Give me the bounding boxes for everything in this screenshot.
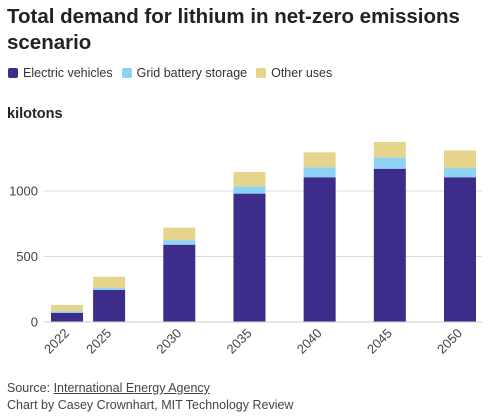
y-axis-unit-label: kilotons: [7, 106, 63, 122]
y-tick-label-500: 500: [16, 249, 38, 264]
chart-title: Total demand for lithium in net-zero emi…: [7, 5, 460, 54]
chart-credit: Chart by Casey Crownhart, MIT Technology…: [7, 398, 294, 412]
legend-label-electric-vehicles: Electric vehicles: [23, 66, 113, 80]
bar-other-uses-2050: [444, 150, 476, 169]
bar-grid-battery-storage-2050: [444, 168, 476, 178]
x-tick-label-2050: 2050: [434, 326, 465, 357]
legend-label-grid-battery-storage: Grid battery storage: [136, 66, 248, 80]
bar-electric-vehicles-2040: [303, 177, 336, 322]
bar-other-uses-2025: [93, 276, 126, 288]
legend-item-grid-battery-storage: Grid battery storage: [121, 66, 248, 80]
bar-electric-vehicles-2050: [444, 177, 476, 322]
bar-other-uses-2035: [233, 172, 266, 187]
source-line: Source: International Energy Agency: [7, 380, 210, 397]
legend-label-other-uses: Other uses: [271, 66, 333, 80]
x-tick-label-2040: 2040: [294, 326, 325, 357]
bar-electric-vehicles-2045: [373, 168, 406, 322]
bar-electric-vehicles-2025: [93, 289, 126, 322]
legend-swatch-grid-battery-storage: [121, 68, 132, 78]
y-tick-label-1000: 1000: [9, 184, 38, 199]
bar-grid-battery-storage-2025: [93, 287, 126, 290]
y-tick-label-0: 0: [31, 315, 38, 330]
bar-grid-battery-storage-2022: [51, 311, 83, 313]
x-tick-label-2025: 2025: [83, 326, 114, 357]
bar-electric-vehicles-2030: [163, 244, 196, 322]
bar-grid-battery-storage-2045: [373, 157, 406, 169]
bar-other-uses-2040: [303, 152, 336, 168]
bar-electric-vehicles-2022: [51, 312, 83, 322]
x-tick-label-2035: 2035: [224, 326, 255, 357]
bar-other-uses-2022: [51, 304, 83, 312]
bar-grid-battery-storage-2040: [303, 167, 336, 178]
legend: Electric vehicles Grid battery storage O…: [8, 66, 341, 80]
bar-electric-vehicles-2035: [233, 193, 266, 322]
legend-item-electric-vehicles: Electric vehicles: [8, 66, 113, 80]
legend-swatch-electric-vehicles: [8, 68, 18, 78]
bar-other-uses-2045: [373, 141, 406, 158]
x-tick-label-2022: 2022: [41, 326, 72, 357]
legend-item-other-uses: Other uses: [256, 66, 332, 80]
legend-swatch-other-uses: [256, 68, 267, 78]
bar-grid-battery-storage-2035: [233, 186, 266, 194]
bar-grid-battery-storage-2030: [163, 240, 196, 245]
source-link[interactable]: International Energy Agency: [53, 381, 210, 395]
x-tick-label-2030: 2030: [153, 326, 184, 357]
source-prefix: Source:: [7, 381, 54, 395]
x-tick-label-2045: 2045: [364, 326, 395, 357]
bar-other-uses-2030: [163, 227, 196, 241]
chart-plot: 0 500 1000 2022 2025 2030 2035 2040 2045 2050: [9, 141, 482, 357]
